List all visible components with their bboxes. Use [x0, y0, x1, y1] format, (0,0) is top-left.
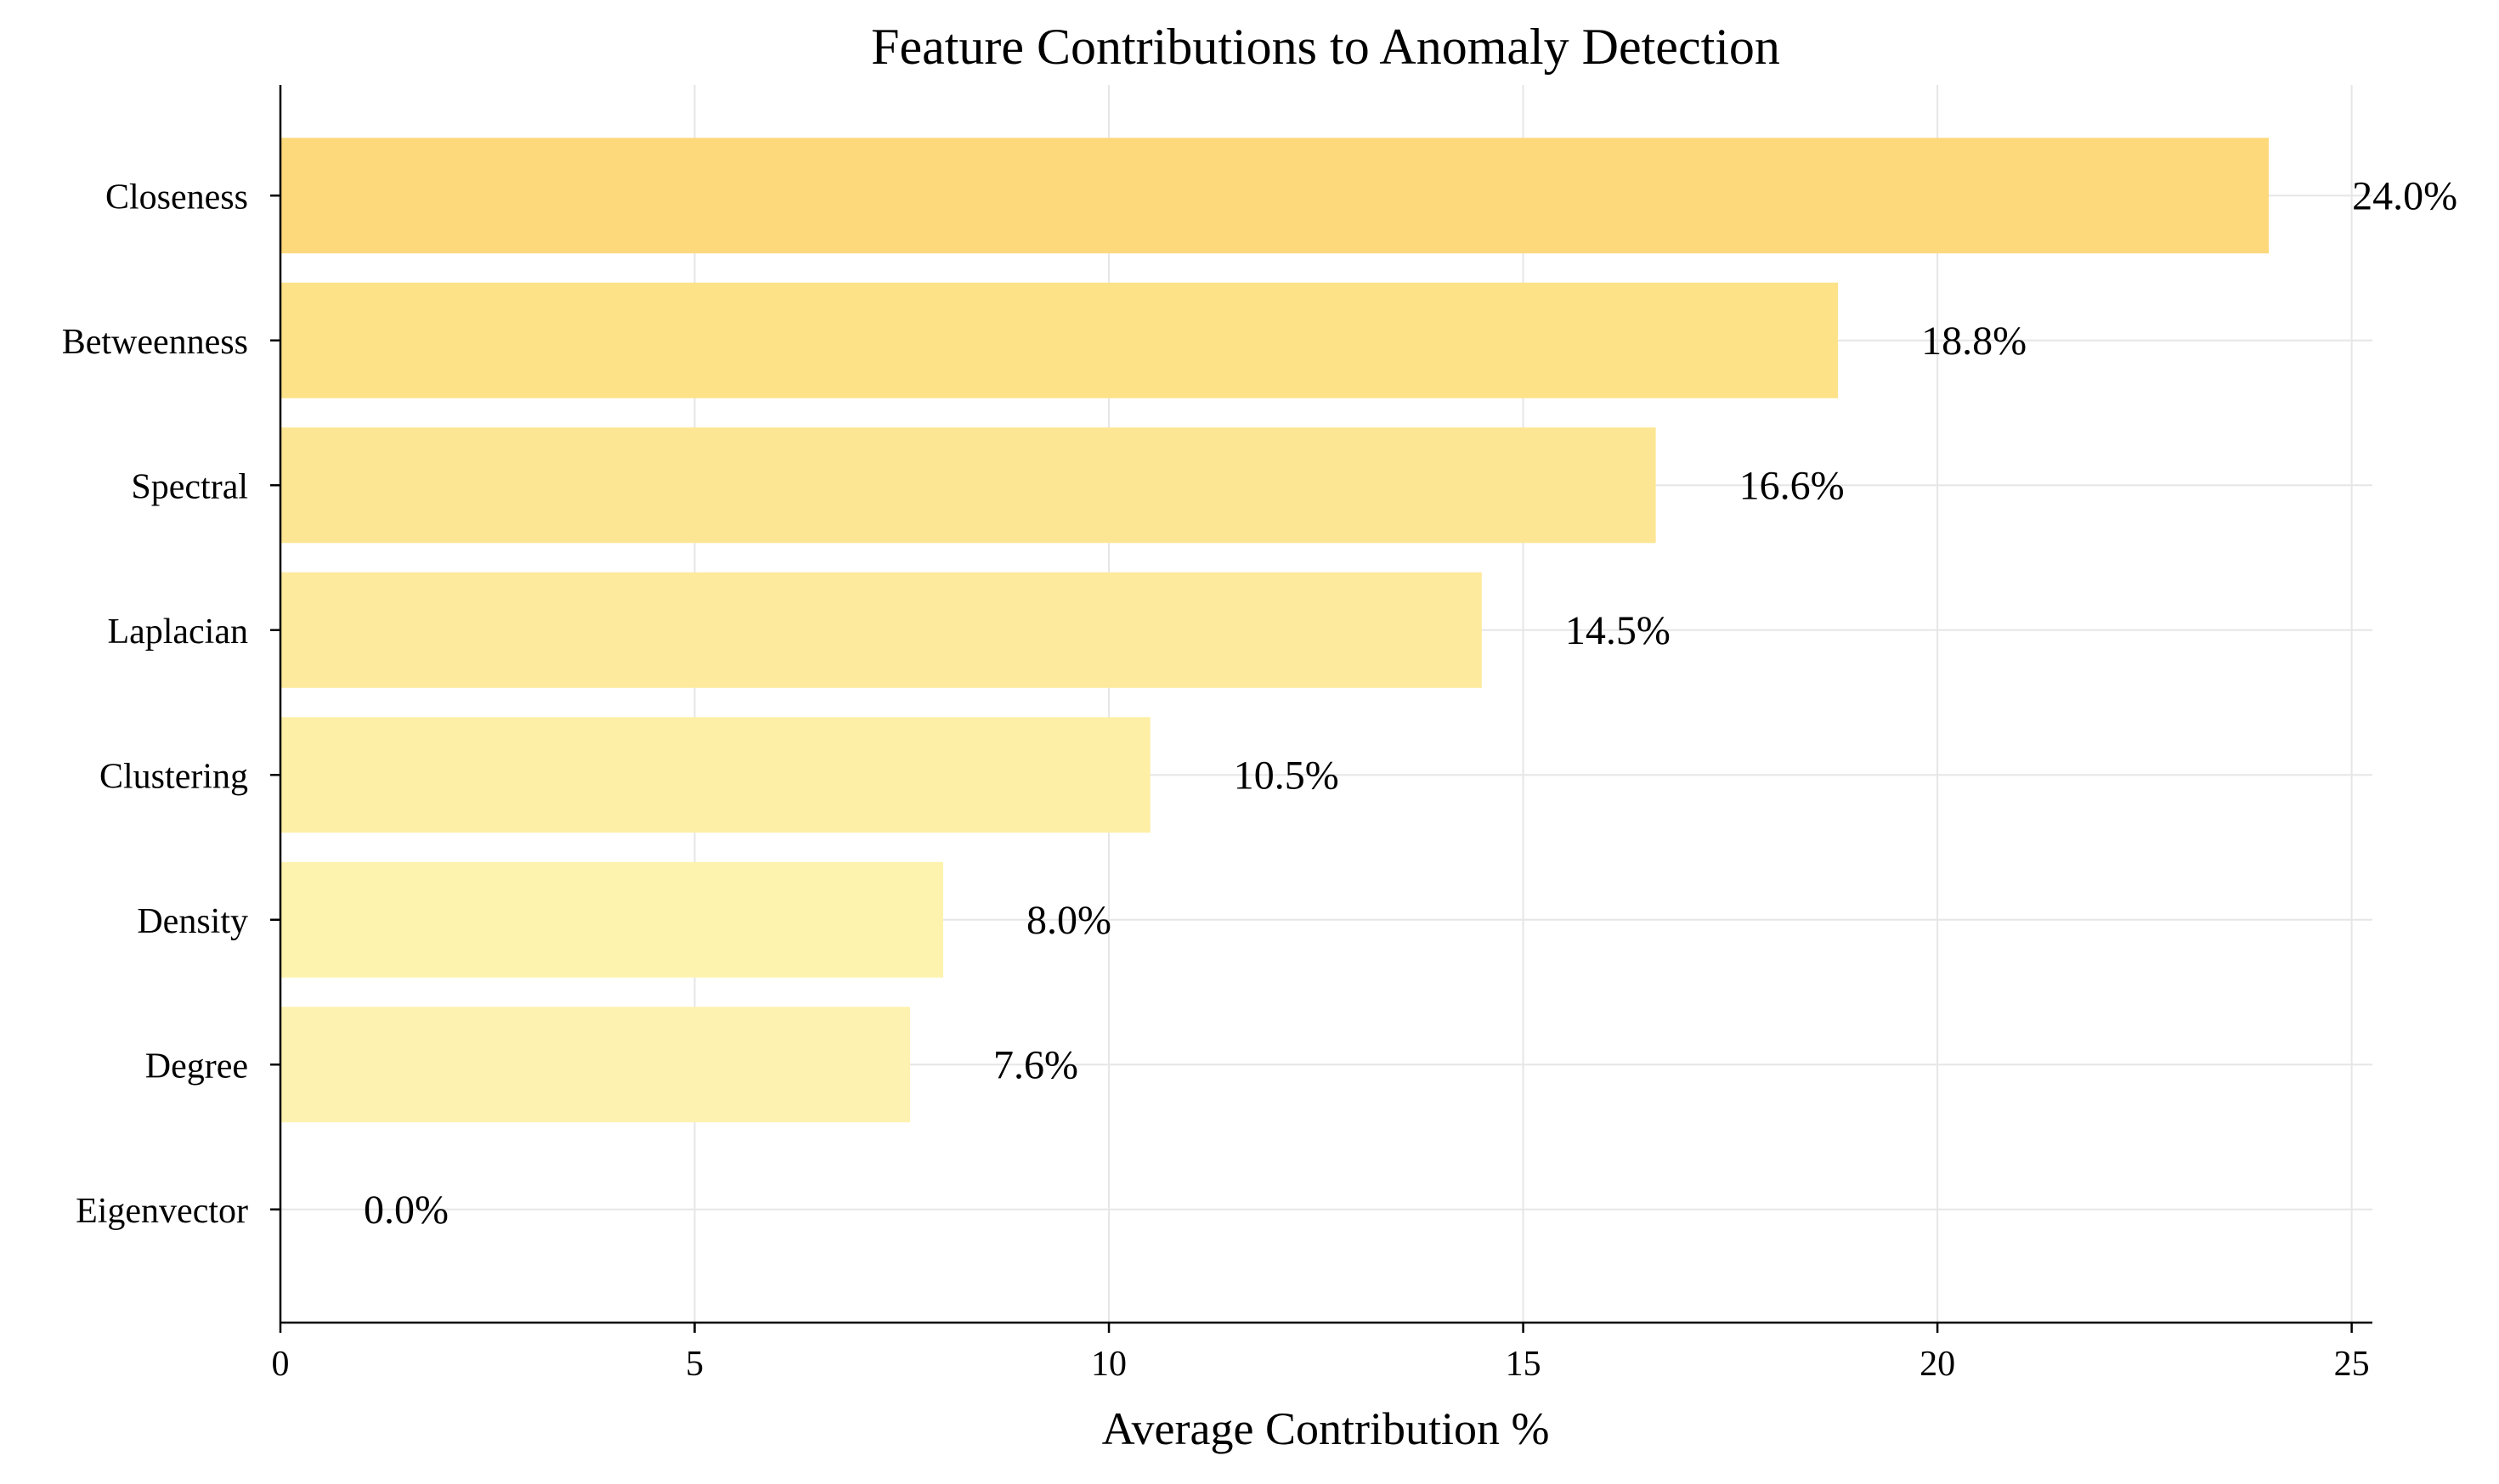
bars	[280, 138, 2270, 1123]
bar-density	[280, 861, 944, 978]
y-tick-label: Betweenness	[62, 323, 248, 362]
x-tick-label: 15	[1506, 1345, 1541, 1384]
data-label: 16.6%	[1739, 463, 1845, 508]
data-label: 24.0%	[2352, 173, 2457, 218]
grid-lines	[280, 85, 2372, 1323]
y-tick-label: Laplacian	[107, 612, 248, 652]
data-label: 0.0%	[364, 1188, 449, 1233]
data-label: 8.0%	[1026, 898, 1111, 943]
chart-title: Feature Contributions to Anomaly Detecti…	[871, 19, 1780, 75]
data-labels: 24.0% 18.8% 16.6% 14.5% 10.5% 8.0% 7.6% 0.0%	[364, 173, 2457, 1233]
bar-clustering	[280, 717, 1151, 833]
bar-degree	[280, 1007, 911, 1123]
x-axis-label: Average Contribution %	[1102, 1403, 1550, 1454]
x-tick-label: 10	[1091, 1345, 1127, 1384]
y-tick-label: Spectral	[131, 467, 248, 506]
y-tick-label: Eigenvector	[76, 1192, 248, 1231]
bar-spectral	[280, 427, 1656, 544]
data-label: 14.5%	[1565, 608, 1671, 653]
y-tick-label: Clustering	[99, 757, 248, 796]
bar-laplacian	[280, 572, 1482, 688]
y-tick-label: Closeness	[105, 178, 248, 217]
x-tick-label: 20	[1919, 1345, 1955, 1384]
x-tick-label: 0	[272, 1345, 290, 1384]
x-tick-label: 25	[2334, 1345, 2370, 1384]
axes: 0 5 10 15 20 25 Closeness Betweenness Spectral La…	[62, 85, 2372, 1384]
data-label: 10.5%	[1234, 753, 1339, 798]
y-tick-label: Density	[137, 902, 248, 941]
bar-betweenness	[280, 282, 1839, 398]
data-label: 7.6%	[993, 1042, 1078, 1087]
y-tick-label: Degree	[145, 1047, 248, 1086]
data-label: 18.8%	[1921, 319, 2027, 364]
bar-closeness	[280, 138, 2270, 254]
x-tick-label: 5	[686, 1345, 704, 1384]
